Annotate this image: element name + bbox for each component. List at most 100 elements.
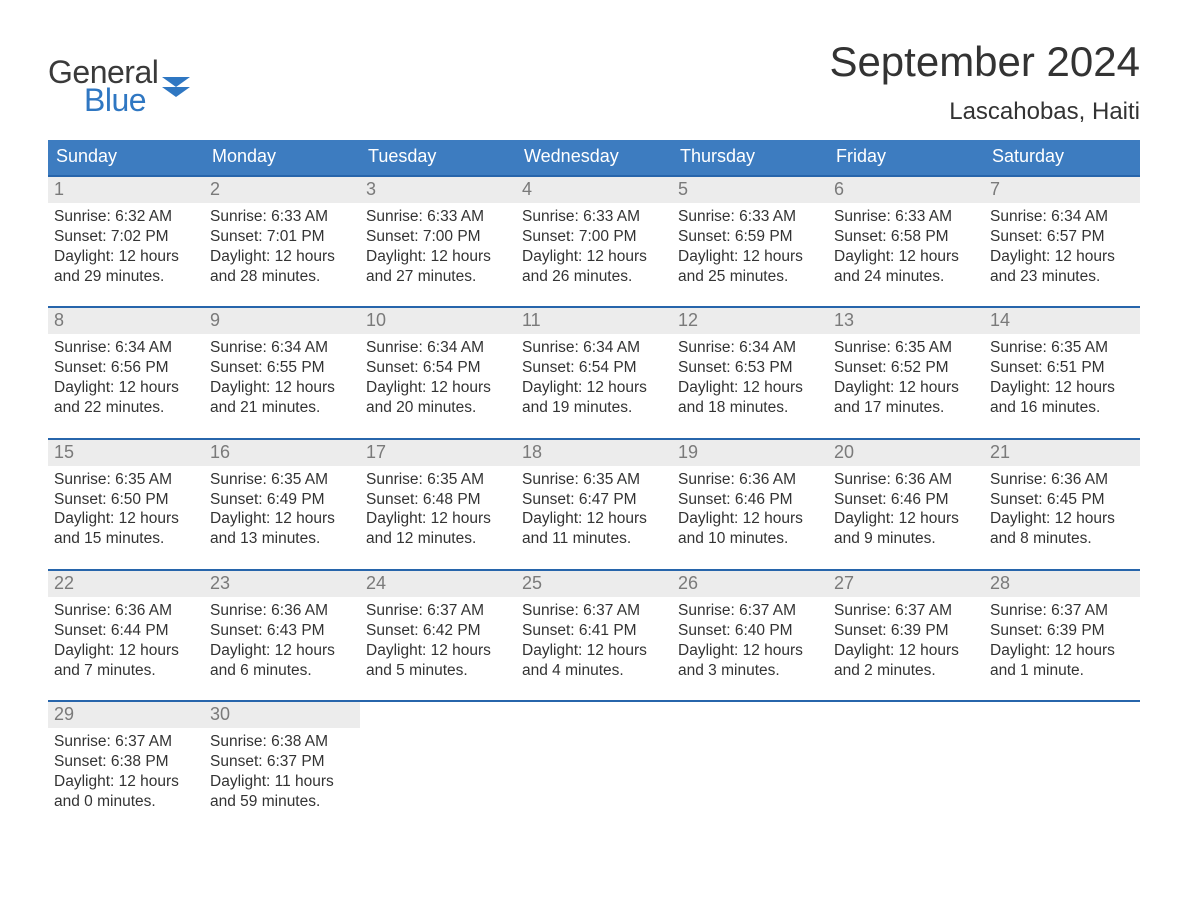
day-details: Sunrise: 6:33 AMSunset: 7:01 PMDaylight:… <box>204 203 360 286</box>
date-number: 20 <box>828 440 984 466</box>
daylight-line-2: and 2 minutes. <box>834 661 978 681</box>
brand-logo: General Blue <box>48 56 190 116</box>
date-number <box>828 702 984 728</box>
sunset-text: Sunset: 6:47 PM <box>522 490 666 510</box>
daylight-line-1: Daylight: 12 hours <box>678 509 822 529</box>
date-number: 6 <box>828 177 984 203</box>
day-cell: 28Sunrise: 6:37 AMSunset: 6:39 PMDayligh… <box>984 571 1140 680</box>
sunrise-text: Sunrise: 6:38 AM <box>210 732 354 752</box>
daylight-line-1: Daylight: 11 hours <box>210 772 354 792</box>
sunset-text: Sunset: 7:01 PM <box>210 227 354 247</box>
sunset-text: Sunset: 7:00 PM <box>522 227 666 247</box>
sunset-text: Sunset: 6:38 PM <box>54 752 198 772</box>
daylight-line-2: and 10 minutes. <box>678 529 822 549</box>
day-cell: 20Sunrise: 6:36 AMSunset: 6:46 PMDayligh… <box>828 440 984 549</box>
daylight-line-2: and 0 minutes. <box>54 792 198 812</box>
day-details: Sunrise: 6:34 AMSunset: 6:56 PMDaylight:… <box>48 334 204 417</box>
daylight-line-1: Daylight: 12 hours <box>210 509 354 529</box>
daylight-line-1: Daylight: 12 hours <box>366 641 510 661</box>
day-details: Sunrise: 6:35 AMSunset: 6:52 PMDaylight:… <box>828 334 984 417</box>
daylight-line-1: Daylight: 12 hours <box>54 772 198 792</box>
date-number: 9 <box>204 308 360 334</box>
title-block: September 2024 Lascahobas, Haiti <box>829 40 1140 126</box>
date-number: 10 <box>360 308 516 334</box>
day-details: Sunrise: 6:34 AMSunset: 6:53 PMDaylight:… <box>672 334 828 417</box>
day-details: Sunrise: 6:36 AMSunset: 6:43 PMDaylight:… <box>204 597 360 680</box>
daylight-line-2: and 7 minutes. <box>54 661 198 681</box>
sunrise-text: Sunrise: 6:37 AM <box>678 601 822 621</box>
daylight-line-2: and 1 minute. <box>990 661 1134 681</box>
daylight-line-2: and 23 minutes. <box>990 267 1134 287</box>
day-details: Sunrise: 6:34 AMSunset: 6:54 PMDaylight:… <box>360 334 516 417</box>
sunrise-text: Sunrise: 6:34 AM <box>990 207 1134 227</box>
daylight-line-2: and 5 minutes. <box>366 661 510 681</box>
daylight-line-1: Daylight: 12 hours <box>366 247 510 267</box>
day-details: Sunrise: 6:36 AMSunset: 6:44 PMDaylight:… <box>48 597 204 680</box>
day-cell <box>828 702 984 811</box>
sunrise-text: Sunrise: 6:35 AM <box>210 470 354 490</box>
day-cell: 30 Sunrise: 6:38 AMSunset: 6:37 PMDayligh… <box>204 702 360 811</box>
sunset-text: Sunset: 6:37 PM <box>210 752 354 772</box>
sunset-text: Sunset: 6:54 PM <box>366 358 510 378</box>
daylight-line-2: and 59 minutes. <box>210 792 354 812</box>
sunrise-text: Sunrise: 6:35 AM <box>834 338 978 358</box>
day-cell <box>360 702 516 811</box>
daylight-line-1: Daylight: 12 hours <box>522 378 666 398</box>
day-cell: 24Sunrise: 6:37 AMSunset: 6:42 PMDayligh… <box>360 571 516 680</box>
day-details: Sunrise: 6:35 AMSunset: 6:49 PMDaylight:… <box>204 466 360 549</box>
date-number <box>672 702 828 728</box>
daylight-line-1: Daylight: 12 hours <box>678 378 822 398</box>
day-cell: 10Sunrise: 6:34 AMSunset: 6:54 PMDayligh… <box>360 308 516 417</box>
date-number: 30 <box>204 702 360 728</box>
date-number: 22 <box>48 571 204 597</box>
sunrise-text: Sunrise: 6:35 AM <box>522 470 666 490</box>
header-row: General Blue September 2024 Lascahobas, … <box>48 40 1140 126</box>
week-row: 22Sunrise: 6:36 AMSunset: 6:44 PMDayligh… <box>48 569 1140 680</box>
daylight-line-1: Daylight: 12 hours <box>522 509 666 529</box>
sunset-text: Sunset: 6:46 PM <box>678 490 822 510</box>
sunset-text: Sunset: 7:02 PM <box>54 227 198 247</box>
daylight-line-2: and 3 minutes. <box>678 661 822 681</box>
daylight-line-1: Daylight: 12 hours <box>54 247 198 267</box>
day-cell: 6Sunrise: 6:33 AMSunset: 6:58 PMDaylight… <box>828 177 984 286</box>
daylight-line-1: Daylight: 12 hours <box>990 509 1134 529</box>
sunset-text: Sunset: 6:44 PM <box>54 621 198 641</box>
sunset-text: Sunset: 6:59 PM <box>678 227 822 247</box>
day-cell: 16Sunrise: 6:35 AMSunset: 6:49 PMDayligh… <box>204 440 360 549</box>
daylight-line-1: Daylight: 12 hours <box>990 247 1134 267</box>
daylight-line-2: and 11 minutes. <box>522 529 666 549</box>
dow-saturday: Saturday <box>984 140 1140 175</box>
day-cell: 23Sunrise: 6:36 AMSunset: 6:43 PMDayligh… <box>204 571 360 680</box>
day-cell: 19Sunrise: 6:36 AMSunset: 6:46 PMDayligh… <box>672 440 828 549</box>
daylight-line-1: Daylight: 12 hours <box>990 378 1134 398</box>
daylight-line-2: and 24 minutes. <box>834 267 978 287</box>
sunset-text: Sunset: 6:41 PM <box>522 621 666 641</box>
sunset-text: Sunset: 6:40 PM <box>678 621 822 641</box>
date-number: 3 <box>360 177 516 203</box>
sunrise-text: Sunrise: 6:37 AM <box>522 601 666 621</box>
sunrise-text: Sunrise: 6:34 AM <box>210 338 354 358</box>
sunset-text: Sunset: 7:00 PM <box>366 227 510 247</box>
daylight-line-1: Daylight: 12 hours <box>366 378 510 398</box>
day-cell: 5Sunrise: 6:33 AMSunset: 6:59 PMDaylight… <box>672 177 828 286</box>
daylight-line-2: and 26 minutes. <box>522 267 666 287</box>
day-cell: 27Sunrise: 6:37 AMSunset: 6:39 PMDayligh… <box>828 571 984 680</box>
date-number: 2 <box>204 177 360 203</box>
day-cell: 8Sunrise: 6:34 AMSunset: 6:56 PMDaylight… <box>48 308 204 417</box>
day-cell: 9Sunrise: 6:34 AMSunset: 6:55 PMDaylight… <box>204 308 360 417</box>
daylight-line-1: Daylight: 12 hours <box>54 378 198 398</box>
sunrise-text: Sunrise: 6:34 AM <box>522 338 666 358</box>
daylight-line-1: Daylight: 12 hours <box>834 641 978 661</box>
daylight-line-1: Daylight: 12 hours <box>990 641 1134 661</box>
week-row: 1Sunrise: 6:32 AMSunset: 7:02 PMDaylight… <box>48 175 1140 286</box>
daylight-line-2: and 8 minutes. <box>990 529 1134 549</box>
sunrise-text: Sunrise: 6:36 AM <box>210 601 354 621</box>
day-cell: 18Sunrise: 6:35 AMSunset: 6:47 PMDayligh… <box>516 440 672 549</box>
date-number: 23 <box>204 571 360 597</box>
sunrise-text: Sunrise: 6:37 AM <box>834 601 978 621</box>
daylight-line-1: Daylight: 12 hours <box>210 247 354 267</box>
daylight-line-1: Daylight: 12 hours <box>834 378 978 398</box>
daylight-line-2: and 17 minutes. <box>834 398 978 418</box>
daylight-line-1: Daylight: 12 hours <box>54 509 198 529</box>
daylight-line-2: and 15 minutes. <box>54 529 198 549</box>
